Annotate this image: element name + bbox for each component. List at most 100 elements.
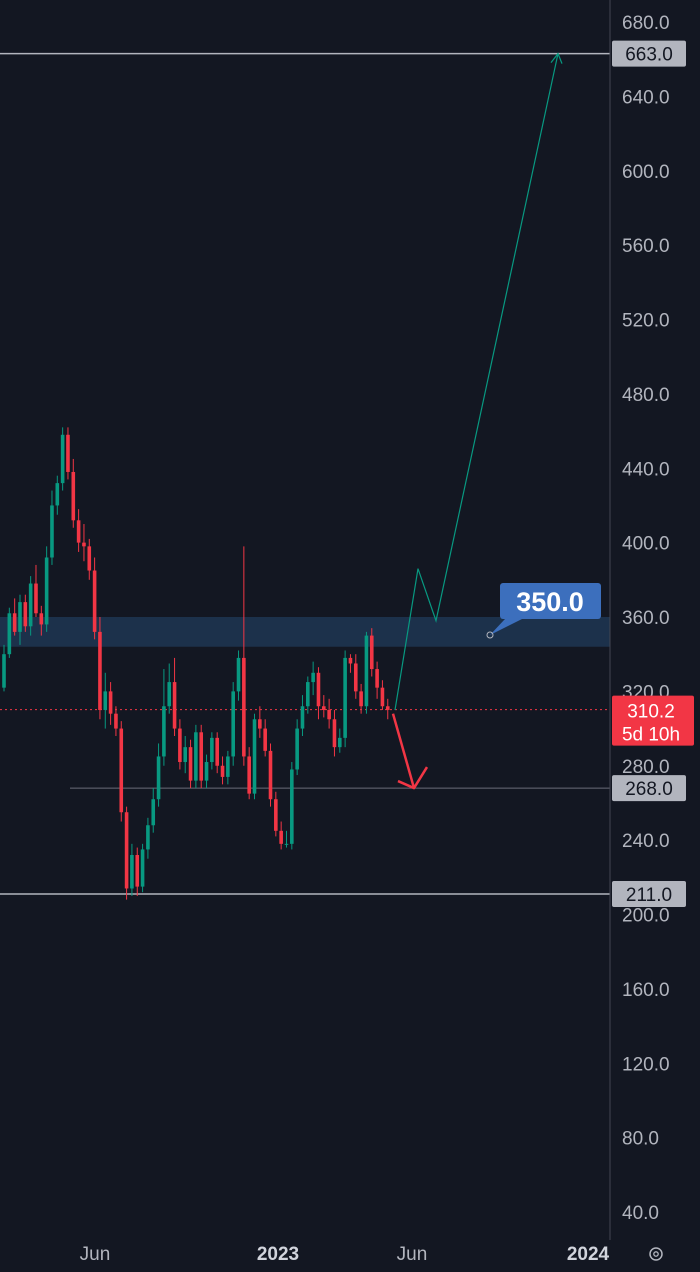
- price-tick-label: 400.0: [622, 534, 670, 555]
- candle-body: [28, 583, 33, 627]
- price-tag-211: [612, 881, 686, 908]
- candle-body: [130, 855, 134, 889]
- candle-body: [76, 520, 81, 543]
- price-axis-tags: 663.0 268.0 211.0 310.25d 10h: [612, 40, 694, 908]
- candle-body: [322, 706, 326, 710]
- candle-body: [87, 546, 92, 571]
- price-tick-label: 480.0: [622, 385, 670, 406]
- candle-body: [146, 825, 150, 850]
- candle-body: [316, 672, 321, 707]
- candle-body: [231, 691, 235, 757]
- projection-arrows[interactable]: [391, 52, 563, 790]
- candle-body: [156, 756, 161, 800]
- candle-body: [204, 762, 209, 781]
- gear-icon[interactable]: [649, 1247, 663, 1261]
- candle-body: [50, 505, 54, 558]
- candle-body: [369, 635, 374, 670]
- callout-pointer: [490, 619, 522, 635]
- candle-body: [300, 706, 305, 729]
- candle-body: [172, 682, 177, 729]
- candle-body: [55, 483, 60, 506]
- candle-body: [7, 613, 12, 655]
- price-tick-label: 40.0: [622, 1203, 659, 1224]
- candle-body: [348, 657, 353, 664]
- candle-body: [290, 769, 294, 844]
- candle-body: [119, 728, 124, 813]
- zone-label: 350.0: [516, 587, 584, 617]
- price-axis[interactable]: 680.0 640.0 600.0 560.0 520.0 480.0 440.0 400.0…: [622, 13, 670, 1224]
- candle-body: [151, 799, 156, 826]
- price-tick-label: 160.0: [622, 980, 670, 1001]
- zone-callout[interactable]: 350.0: [486, 583, 601, 639]
- candle-body: [385, 706, 390, 710]
- candle-body: [188, 747, 193, 781]
- candle-body: [199, 732, 204, 781]
- candle-body: [242, 657, 246, 757]
- candle-body: [23, 602, 28, 627]
- candle-body: [236, 657, 241, 692]
- price-tick-label: 280.0: [622, 757, 670, 778]
- candle-body: [284, 843, 289, 845]
- price-tick-label: 360.0: [622, 608, 670, 629]
- price-tick-label: 600.0: [622, 162, 670, 183]
- candle-body: [124, 812, 129, 889]
- candle-body: [98, 631, 102, 710]
- price-tag-211-text: 211.0: [626, 885, 672, 906]
- candle-body: [252, 719, 257, 794]
- time-axis[interactable]: Jun 2023 Jun 2024: [80, 1244, 610, 1265]
- candle-body: [2, 654, 6, 688]
- current-price-text: 310.2: [627, 702, 675, 723]
- time-tick-label: Jun: [80, 1244, 111, 1265]
- candle-body: [135, 855, 140, 887]
- candle-body: [359, 691, 363, 707]
- candle-body: [71, 471, 76, 521]
- candle-body: [12, 613, 17, 632]
- candle-body: [194, 732, 198, 781]
- candle-body: [66, 434, 70, 472]
- price-tick-label: 560.0: [622, 236, 670, 257]
- candle-body: [183, 747, 188, 763]
- candle-body: [162, 706, 166, 757]
- candle-body: [210, 737, 214, 763]
- candle-body: [306, 682, 310, 707]
- candle-body: [92, 570, 97, 632]
- candle-body: [34, 583, 38, 614]
- candle-body: [215, 737, 219, 766]
- price-tick-label: 80.0: [622, 1129, 659, 1150]
- price-tag-268-text: 268.0: [625, 779, 673, 800]
- bearish-projection-arrow[interactable]: [391, 713, 416, 789]
- candle-body: [140, 849, 145, 887]
- candle-body: [220, 765, 225, 777]
- price-tick-label: 440.0: [622, 459, 670, 480]
- price-tick-label: 240.0: [622, 831, 670, 852]
- price-tick-label: 520.0: [622, 311, 670, 332]
- candle-body: [380, 687, 385, 707]
- candle-body: [226, 756, 230, 777]
- candle-body: [274, 799, 278, 831]
- countdown-text: 5d 10h: [622, 725, 680, 746]
- candle-body: [343, 657, 347, 738]
- candle-body: [247, 756, 251, 794]
- price-tick-label: 640.0: [622, 87, 670, 108]
- candle-body: [258, 719, 262, 729]
- candle-body: [364, 635, 369, 707]
- candle-body: [82, 542, 86, 547]
- candle-body: [114, 713, 118, 729]
- time-tick-label: 2023: [257, 1244, 299, 1265]
- bullish-projection-path[interactable]: [394, 53, 559, 711]
- current-price-tag: [612, 695, 694, 746]
- candle-body: [295, 728, 299, 770]
- candle-body: [327, 709, 331, 720]
- candle-body: [39, 613, 44, 625]
- candle-body: [44, 557, 49, 625]
- candle-body: [268, 750, 273, 800]
- candle-body: [311, 672, 315, 683]
- candle-body: [263, 728, 267, 751]
- resistance-zone[interactable]: [0, 617, 610, 647]
- time-tick-label: 2024: [567, 1244, 610, 1265]
- price-tick-label: 680.0: [622, 13, 670, 34]
- candle-body: [279, 830, 283, 844]
- candle-body: [178, 728, 182, 763]
- price-tag-663-text: 663.0: [625, 45, 673, 66]
